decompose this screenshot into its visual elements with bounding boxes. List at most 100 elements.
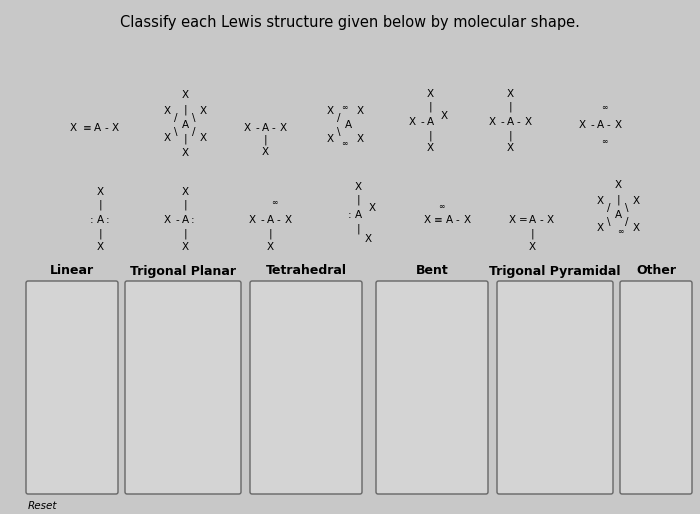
- Text: ∞: ∞: [601, 137, 607, 145]
- Text: |: |: [183, 134, 187, 144]
- Text: X: X: [181, 187, 188, 197]
- FancyBboxPatch shape: [250, 281, 362, 494]
- Text: X: X: [632, 196, 640, 206]
- Text: -: -: [255, 123, 259, 133]
- Text: A: A: [426, 117, 433, 127]
- Text: -: -: [590, 120, 594, 130]
- Text: Linear: Linear: [50, 265, 94, 278]
- Text: X: X: [244, 123, 251, 133]
- Text: -: -: [276, 215, 280, 225]
- Text: Trigonal Pyramidal: Trigonal Pyramidal: [489, 265, 621, 278]
- Text: X: X: [365, 234, 372, 244]
- Text: X: X: [97, 242, 104, 252]
- Text: -: -: [420, 117, 424, 127]
- Text: A: A: [93, 123, 101, 133]
- Text: X: X: [248, 215, 256, 225]
- Text: -: -: [516, 117, 520, 127]
- Text: /: /: [337, 113, 341, 123]
- Text: X: X: [578, 120, 586, 130]
- Text: :: :: [348, 210, 352, 220]
- Text: \: \: [625, 203, 629, 213]
- Text: X: X: [524, 117, 531, 127]
- Text: ≡: ≡: [83, 123, 92, 133]
- Text: Trigonal Planar: Trigonal Planar: [130, 265, 236, 278]
- Text: A: A: [596, 120, 603, 130]
- Text: X: X: [181, 148, 188, 158]
- Text: X: X: [547, 215, 554, 225]
- FancyBboxPatch shape: [497, 281, 613, 494]
- Text: /: /: [174, 113, 178, 123]
- Text: ∞: ∞: [271, 197, 277, 207]
- Text: X: X: [326, 134, 334, 144]
- Text: A: A: [261, 123, 269, 133]
- Text: A: A: [445, 215, 453, 225]
- Text: X: X: [199, 133, 206, 143]
- Text: X: X: [489, 117, 496, 127]
- Text: X: X: [506, 89, 514, 99]
- Text: X: X: [199, 106, 206, 116]
- Text: \: \: [174, 127, 178, 137]
- Text: X: X: [615, 120, 622, 130]
- FancyBboxPatch shape: [376, 281, 488, 494]
- Text: A: A: [181, 215, 188, 225]
- Text: \: \: [608, 217, 610, 227]
- Text: Tetrahedral: Tetrahedral: [265, 265, 346, 278]
- Text: |: |: [98, 200, 102, 210]
- Text: X: X: [615, 180, 622, 190]
- Text: /: /: [625, 217, 629, 227]
- FancyBboxPatch shape: [620, 281, 692, 494]
- Text: X: X: [354, 182, 362, 192]
- Text: X: X: [356, 134, 363, 144]
- Text: ∞: ∞: [617, 227, 623, 235]
- Text: |: |: [268, 229, 272, 239]
- Text: |: |: [428, 131, 432, 141]
- Text: X: X: [368, 203, 376, 213]
- Text: :: :: [90, 215, 94, 225]
- Text: |: |: [183, 200, 187, 210]
- Text: X: X: [97, 187, 104, 197]
- Text: X: X: [424, 215, 430, 225]
- Text: X: X: [632, 223, 640, 233]
- Text: A: A: [506, 117, 514, 127]
- Text: X: X: [326, 106, 334, 116]
- Text: -: -: [500, 117, 504, 127]
- Text: X: X: [596, 223, 603, 233]
- Text: -: -: [455, 215, 459, 225]
- Text: X: X: [440, 111, 447, 121]
- Text: A: A: [615, 210, 622, 220]
- Text: A: A: [528, 215, 536, 225]
- Text: X: X: [261, 147, 269, 157]
- Text: |: |: [183, 229, 187, 239]
- Text: X: X: [181, 90, 188, 100]
- FancyBboxPatch shape: [26, 281, 118, 494]
- Text: |: |: [263, 135, 267, 145]
- Text: ∞: ∞: [341, 138, 347, 148]
- Text: -: -: [260, 215, 264, 225]
- Text: X: X: [163, 215, 171, 225]
- Text: |: |: [508, 102, 512, 112]
- Text: :: :: [106, 215, 110, 225]
- Text: -: -: [175, 215, 179, 225]
- Text: X: X: [408, 117, 416, 127]
- Text: X: X: [596, 196, 603, 206]
- Text: Bent: Bent: [416, 265, 449, 278]
- Text: -: -: [539, 215, 543, 225]
- Text: X: X: [356, 106, 363, 116]
- Text: A: A: [354, 210, 362, 220]
- Text: X: X: [426, 89, 433, 99]
- Text: -: -: [606, 120, 610, 130]
- Text: A: A: [267, 215, 274, 225]
- Text: |: |: [98, 229, 102, 239]
- Text: :: :: [191, 215, 195, 225]
- Text: ≡: ≡: [433, 215, 442, 225]
- Text: X: X: [279, 123, 286, 133]
- Text: /: /: [608, 203, 610, 213]
- Text: |: |: [616, 195, 620, 205]
- Text: X: X: [528, 242, 536, 252]
- Text: X: X: [508, 215, 516, 225]
- Text: |: |: [183, 105, 187, 115]
- Text: =: =: [519, 215, 527, 225]
- Text: Classify each Lewis structure given below by molecular shape.: Classify each Lewis structure given belo…: [120, 14, 580, 29]
- FancyBboxPatch shape: [125, 281, 241, 494]
- Text: |: |: [428, 102, 432, 112]
